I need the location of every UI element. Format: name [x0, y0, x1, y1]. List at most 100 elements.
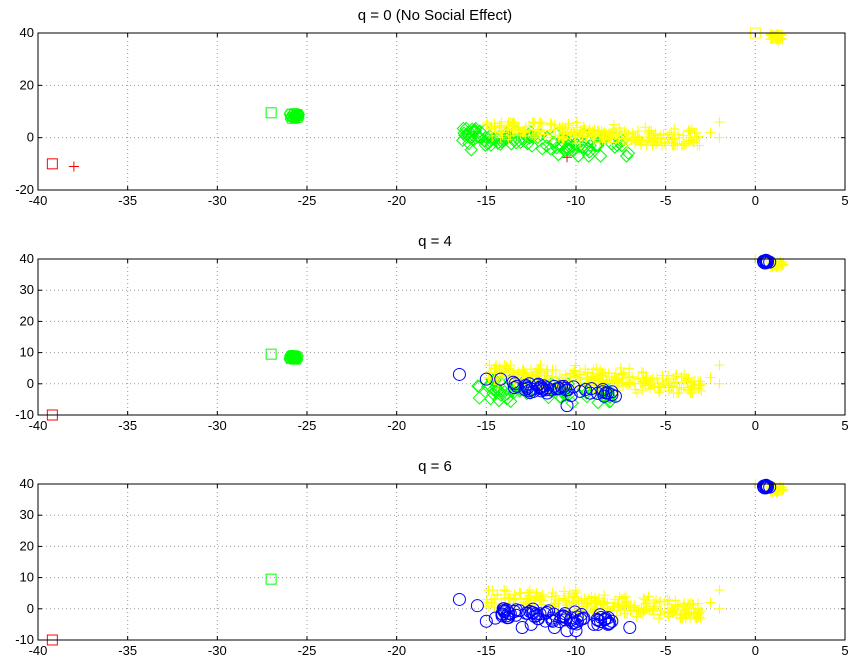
x-tick-label: -15: [477, 418, 496, 433]
x-tick-label: -5: [660, 418, 672, 433]
data-point-plus: [507, 117, 518, 128]
data-point-plus: [663, 611, 674, 622]
data-point-plus: [661, 376, 672, 387]
data-point-plus: [614, 128, 625, 139]
x-tick-label: 5: [841, 193, 848, 208]
data-point-hexagon: [290, 353, 303, 363]
data-point-circle: [574, 612, 588, 626]
subplot-1-title: q = 0 (No Social Effect): [358, 7, 512, 24]
data-point-circle: [546, 614, 560, 628]
y-tick-label: -10: [15, 407, 34, 422]
x-tick-label: -35: [118, 418, 137, 433]
data-point-plus: [600, 367, 611, 378]
x-tick-label: 5: [841, 418, 848, 433]
data-point-circle: [567, 616, 581, 630]
data-point-plus: [679, 138, 690, 149]
data-point-diamond: [549, 127, 563, 141]
data-point-plus: [570, 360, 581, 371]
data-point-plus: [624, 363, 635, 374]
x-tick-label: -35: [118, 193, 137, 208]
plot-area: [38, 484, 845, 640]
data-point-plus: [535, 116, 546, 127]
data-point-plus: [677, 613, 688, 624]
data-point-diamond: [615, 138, 629, 153]
data-point-diamond: [543, 142, 558, 156]
plot-area: [38, 33, 845, 190]
data-point-plus: [623, 377, 634, 388]
y-tick-label: 30: [20, 507, 34, 522]
data-point-plus: [685, 381, 696, 392]
y-tick-label: -10: [15, 632, 34, 647]
data-point-plus: [655, 606, 666, 617]
data-point-plus: [526, 370, 537, 381]
data-point-circle: [531, 612, 545, 626]
data-point-plus: [676, 384, 687, 395]
y-tick-label: 20: [20, 77, 34, 92]
data-point-circle: [591, 386, 605, 400]
data-point-plus: [687, 598, 698, 609]
data-point-circle: [559, 383, 573, 397]
data-point-plus: [689, 128, 700, 139]
data-point-plus: [487, 130, 498, 141]
data-point-plus: [573, 372, 584, 383]
data-point-plus: [563, 590, 574, 601]
data-point-diamond: [478, 138, 493, 152]
data-point-plus: [670, 595, 681, 606]
data-point-plus: [517, 365, 528, 376]
data-point-circle: [759, 253, 773, 267]
x-tick-label: -25: [298, 193, 317, 208]
y-tick-label: -20: [15, 182, 34, 197]
x-tick-label: -15: [477, 643, 496, 658]
data-point-diamond: [525, 139, 539, 153]
data-point-circle: [569, 624, 583, 638]
data-point-diamond: [551, 147, 566, 162]
data-point-plus: [670, 371, 681, 382]
data-point-plus: [653, 382, 664, 393]
data-point-plus: [653, 613, 664, 624]
data-point-plus: [606, 137, 617, 148]
data-point-plus: [772, 32, 783, 43]
data-point-circle: [525, 382, 539, 396]
data-point-plus: [648, 609, 659, 620]
x-tick-label: -10: [567, 193, 586, 208]
data-point-plus: [683, 372, 694, 383]
data-point-plus: [636, 366, 647, 377]
data-point-plus: [484, 124, 495, 135]
data-point-plus: [581, 599, 592, 610]
data-point-plus: [559, 596, 570, 607]
axes-frame: [37, 258, 846, 416]
data-point-plus: [501, 361, 512, 372]
data-point-plus: [550, 130, 561, 141]
data-point-hexagon: [288, 354, 300, 365]
data-point-circle: [479, 372, 493, 386]
data-point-plus: [605, 132, 616, 143]
data-point-plus: [530, 368, 541, 379]
data-point-plus: [669, 140, 680, 151]
data-point-circle: [623, 621, 637, 635]
subplot-2: q = 4 -40 -35 -30 -25 -20 -15 -10 -5 0 5 -10 0 10 20 3…: [15, 233, 848, 433]
data-point-plus: [689, 382, 700, 393]
x-tick-label: 0: [752, 418, 759, 433]
data-point-plus: [593, 593, 604, 604]
data-point-circle: [583, 386, 597, 400]
data-point-plus: [628, 602, 639, 613]
data-point-circle: [601, 611, 615, 625]
data-point-hexagon: [287, 108, 300, 118]
data-point-plus: [519, 126, 530, 137]
data-point-plus: [630, 384, 641, 395]
x-tick-label: -10: [567, 643, 586, 658]
data-point-circle: [597, 389, 611, 403]
data-point-diamond: [570, 137, 584, 152]
data-point-circle: [495, 607, 509, 621]
data-point-plus: [572, 592, 583, 603]
data-point-plus: [608, 119, 619, 130]
data-point-circle: [540, 381, 554, 395]
data-point-plus: [546, 591, 557, 602]
data-point-plus: [609, 601, 620, 612]
data-point-hexagon: [293, 113, 305, 124]
data-point-hexagon: [284, 108, 296, 119]
x-tick-label: -40: [29, 418, 48, 433]
data-point-hexagon: [287, 113, 299, 124]
data-point-plus: [652, 373, 663, 384]
x-tick-label: -15: [477, 193, 496, 208]
